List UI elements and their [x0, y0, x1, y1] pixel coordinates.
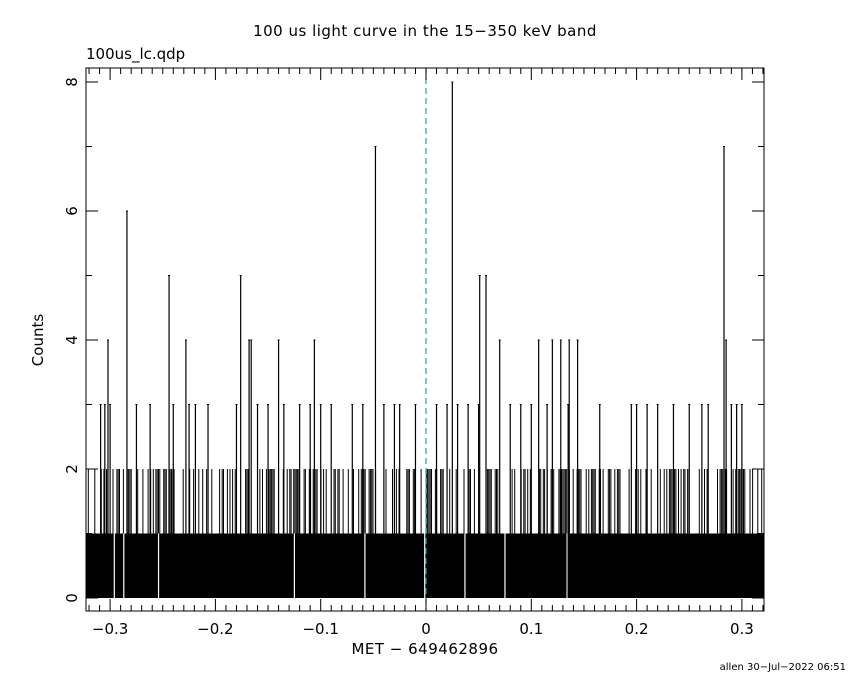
x-tick-label: −0.1 [302, 620, 338, 638]
y-tick-label: 0 [63, 593, 81, 603]
y-tick-label: 2 [63, 464, 81, 474]
x-axis-label: MET − 649462896 [351, 640, 499, 658]
plot-frame [85, 67, 765, 612]
y-axis-ticks: 0 2 4 6 8 [63, 77, 764, 603]
x-tick-label: 0.2 [625, 620, 649, 638]
chart-title: 100 us light curve in the 15−350 keV ban… [253, 22, 597, 40]
author-timestamp: allen 30−Jul−2022 06:51 [719, 662, 846, 673]
y-tick-label: 6 [63, 206, 81, 216]
x-tick-label: 0 [421, 620, 431, 638]
y-axis-label: Counts [29, 313, 47, 367]
count-spikes [99, 81, 743, 598]
x-tick-label: 0.1 [519, 620, 543, 638]
baseline-gaps [113, 533, 568, 598]
y-tick-label: 4 [63, 335, 81, 345]
x-tick-label: 0.3 [730, 620, 754, 638]
file-name-label: 100us_lc.qdp [86, 45, 186, 63]
x-tick-label: −0.3 [92, 620, 128, 638]
x-tick-label: −0.2 [197, 620, 233, 638]
x-axis-ticks: −0.3 −0.2 −0.1 0 0.1 0.2 0.3 [88, 68, 764, 638]
y-tick-label: 8 [63, 77, 81, 87]
